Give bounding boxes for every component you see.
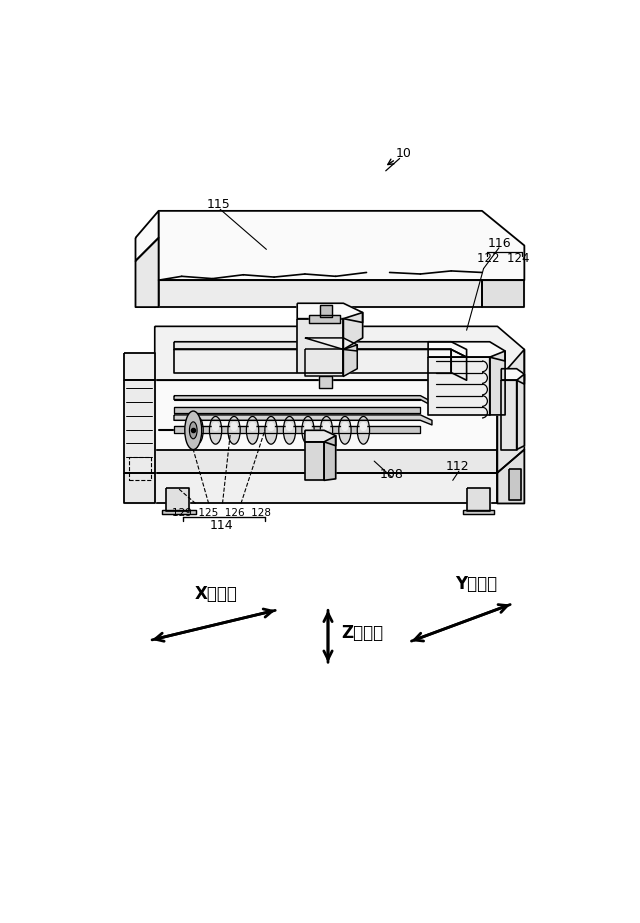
Polygon shape [124,473,155,503]
Polygon shape [482,281,524,307]
Polygon shape [305,350,344,377]
Polygon shape [136,210,159,261]
Polygon shape [305,430,336,446]
Ellipse shape [265,416,277,444]
Text: Y軸方向: Y軸方向 [455,575,497,593]
Polygon shape [159,210,524,281]
Polygon shape [155,327,524,380]
Polygon shape [174,342,467,357]
Polygon shape [124,380,155,473]
Polygon shape [344,313,363,350]
Ellipse shape [209,416,221,444]
Bar [129,457,151,480]
Polygon shape [451,350,467,380]
Text: 112: 112 [445,460,469,473]
Polygon shape [320,305,332,318]
Ellipse shape [228,416,240,444]
Ellipse shape [302,416,314,444]
Polygon shape [174,426,420,433]
Polygon shape [297,304,363,322]
Ellipse shape [230,422,238,431]
Polygon shape [497,450,524,503]
Polygon shape [516,374,524,450]
Polygon shape [297,318,344,373]
Polygon shape [155,450,497,473]
Ellipse shape [193,422,201,431]
Polygon shape [467,488,490,511]
Polygon shape [163,509,196,514]
Text: 116: 116 [488,236,511,250]
Polygon shape [319,377,332,388]
Polygon shape [166,488,189,511]
Text: X軸方向: X軸方向 [195,584,238,603]
Polygon shape [324,436,336,480]
Polygon shape [159,281,482,307]
Ellipse shape [341,422,349,431]
Polygon shape [501,368,524,384]
Ellipse shape [212,422,220,431]
Ellipse shape [191,416,204,444]
Text: 10: 10 [396,147,412,160]
Polygon shape [305,442,324,480]
Ellipse shape [246,416,259,444]
Ellipse shape [267,422,275,431]
Polygon shape [497,350,524,473]
Polygon shape [174,396,432,406]
Text: Z軸方向: Z軸方向 [342,624,384,641]
Ellipse shape [304,422,312,431]
Polygon shape [428,357,490,415]
Polygon shape [463,509,493,514]
Polygon shape [174,350,451,373]
Ellipse shape [320,416,333,444]
Text: 129  125  126  128: 129 125 126 128 [172,509,271,519]
Ellipse shape [189,422,197,438]
Text: 108: 108 [380,468,403,481]
Ellipse shape [360,422,367,431]
Polygon shape [155,380,497,473]
Polygon shape [305,338,357,351]
Polygon shape [344,345,357,377]
Polygon shape [490,351,505,415]
Ellipse shape [249,422,257,431]
Ellipse shape [284,416,296,444]
Polygon shape [174,407,420,413]
Polygon shape [136,238,159,307]
Polygon shape [174,415,432,425]
Ellipse shape [285,422,293,431]
Text: 115: 115 [207,198,230,211]
Polygon shape [501,380,516,450]
Polygon shape [509,469,520,499]
Polygon shape [428,342,505,361]
Ellipse shape [185,411,202,450]
Polygon shape [124,354,155,380]
Text: 122  124: 122 124 [477,252,530,265]
Ellipse shape [357,416,369,444]
Text: 114: 114 [210,519,234,532]
Ellipse shape [339,416,351,444]
Polygon shape [155,473,497,503]
Ellipse shape [323,422,330,431]
Polygon shape [308,315,340,322]
